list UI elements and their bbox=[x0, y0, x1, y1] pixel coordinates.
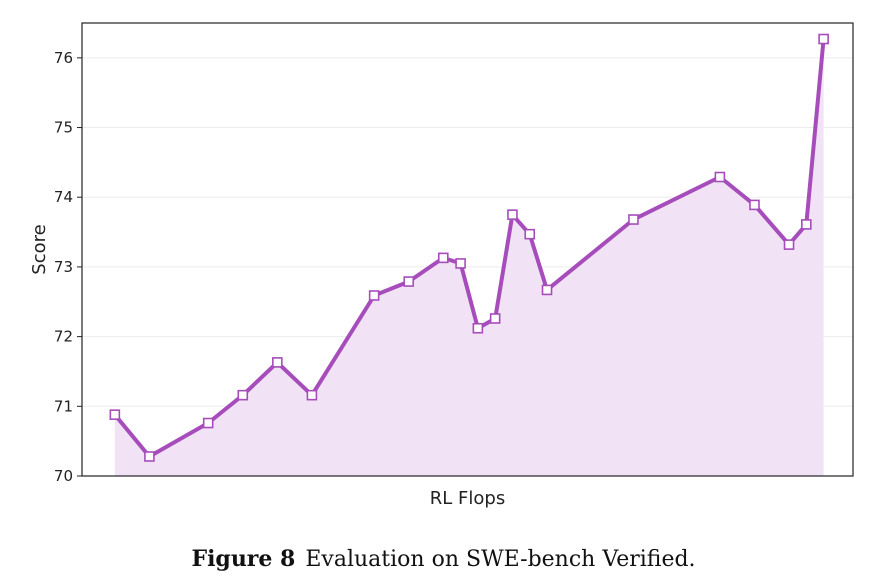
data-point bbox=[472, 322, 484, 334]
data-point bbox=[801, 219, 812, 230]
data-point bbox=[524, 228, 536, 240]
x-axis-label: RL Flops bbox=[430, 488, 505, 509]
data-point bbox=[368, 290, 380, 301]
data-point bbox=[403, 276, 415, 287]
data-point bbox=[749, 199, 760, 211]
data-point bbox=[818, 33, 829, 45]
y-tick-label: 70 bbox=[54, 467, 73, 485]
y-tick-label: 73 bbox=[54, 258, 73, 276]
data-point bbox=[437, 252, 449, 264]
y-tick-label: 72 bbox=[54, 328, 73, 346]
data-point bbox=[489, 313, 501, 324]
plot-frame bbox=[81, 22, 854, 477]
y-tick-label: 76 bbox=[54, 49, 73, 67]
data-point bbox=[144, 451, 155, 462]
data-point bbox=[202, 417, 214, 429]
data-point bbox=[237, 389, 249, 401]
data-point bbox=[541, 284, 553, 296]
y-tick-label: 74 bbox=[54, 188, 73, 206]
y-tick-label: 75 bbox=[54, 119, 73, 137]
caption-text: Evaluation on SWE-bench Verified. bbox=[305, 547, 696, 572]
figure-label: Figure 8 bbox=[191, 546, 296, 572]
y-axis-label: Score bbox=[29, 224, 50, 274]
data-point bbox=[628, 214, 639, 225]
chart: 70 71 72 73 74 75 76 RL Flops Score bbox=[29, 22, 854, 509]
data-point bbox=[507, 209, 518, 220]
data-point bbox=[109, 409, 121, 420]
y-tick-label: 71 bbox=[54, 397, 73, 415]
data-point bbox=[714, 171, 726, 183]
data-point bbox=[272, 357, 283, 368]
y-axis-ticks: 70 71 72 73 74 75 76 bbox=[54, 49, 82, 485]
markers bbox=[109, 33, 829, 462]
figure-caption: Figure 8 Evaluation on SWE-bench Verified… bbox=[0, 546, 887, 572]
data-point bbox=[306, 389, 318, 401]
data-point bbox=[783, 239, 795, 250]
area-fill bbox=[114, 39, 824, 476]
data-point bbox=[455, 258, 466, 269]
